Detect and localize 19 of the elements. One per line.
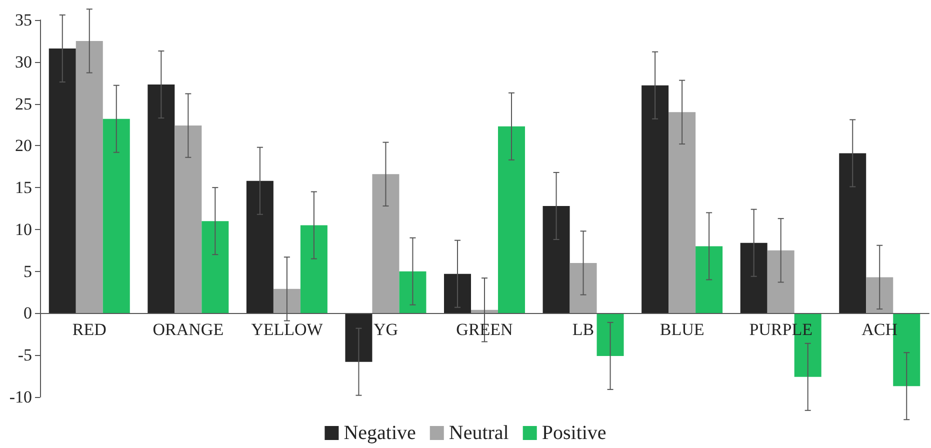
- legend-label: Neutral: [448, 422, 510, 444]
- y-tick-label: 5: [24, 262, 32, 281]
- y-tick-label: 25: [15, 94, 32, 114]
- legend-label: Negative: [344, 422, 416, 444]
- legend-label: Positive: [542, 422, 606, 444]
- x-tick-label: LB: [572, 320, 594, 340]
- x-tick-label: ORANGE: [152, 320, 224, 340]
- x-tick-label: BLUE: [660, 320, 704, 340]
- y-tick-label: 20: [15, 136, 32, 156]
- y-tick-label: 10: [15, 220, 32, 239]
- y-tick-label: 30: [15, 52, 32, 72]
- y-tick-label: 35: [15, 10, 32, 30]
- y-tick-label: 15: [15, 178, 32, 198]
- y-tick-label: -5: [18, 346, 32, 365]
- y-tick-label: 0: [24, 304, 32, 323]
- x-tick-label: RED: [72, 320, 106, 340]
- x-tick-label: YG: [373, 320, 398, 340]
- x-tick-label: YELLOW: [251, 320, 324, 340]
- y-tick-label: -10: [9, 388, 32, 406]
